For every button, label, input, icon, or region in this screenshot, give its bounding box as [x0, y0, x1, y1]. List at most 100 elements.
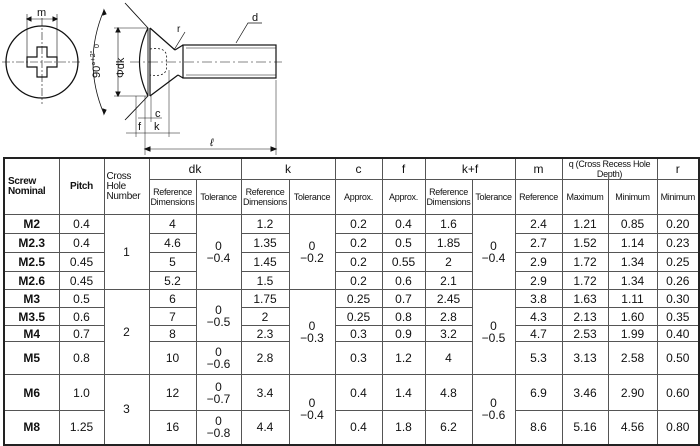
r-minimum: 0.35 — [656, 307, 700, 326]
pitch: 0.8 — [58, 341, 105, 375]
q-maximum: 1.72 — [561, 252, 609, 272]
header-m: m — [514, 157, 563, 180]
tolerance-upper: 0 — [308, 319, 316, 333]
tolerance-lower: −0.3 — [300, 331, 324, 345]
kf-reference: 2.1 — [424, 271, 473, 290]
q-maximum: 1.72 — [561, 271, 609, 290]
r-minimum: 0.40 — [656, 325, 700, 342]
table-row: M5 0.8 10 0 −0.6 2.8 0.3 1.2 4 5.3 3.13 2.58 0.50 — [3, 341, 700, 375]
header-row-1: Screw Nominal Pitch Cross Hole Number dk… — [3, 157, 700, 215]
dk-reference: 5 — [148, 252, 197, 272]
screw-nominal: M2.3 — [3, 233, 60, 253]
tolerance-lower: −0.8 — [206, 426, 231, 441]
m-reference: 2.9 — [514, 252, 563, 272]
dk-reference: 12 — [148, 374, 197, 411]
c-approx: 0.2 — [334, 214, 383, 234]
cross-hole-number: 3 — [103, 374, 150, 445]
m-reference: 6.9 — [514, 374, 563, 411]
screw-nominal: M2 — [3, 214, 60, 234]
cross-hole-number: 1 — [103, 214, 150, 290]
f-approx: 0.6 — [381, 271, 426, 290]
pitch: 0.7 — [58, 325, 105, 342]
k-reference: 1.35 — [240, 233, 290, 253]
f-approx: 1.8 — [381, 410, 426, 445]
tolerance-upper: 0 — [215, 239, 222, 253]
top-view: m — [2, 7, 82, 104]
tolerance-lower: −0.4 — [300, 408, 324, 423]
kf-reference: 2.8 — [424, 307, 473, 326]
header-pitch: Pitch — [58, 157, 105, 215]
q-minimum: 1.14 — [607, 233, 658, 253]
pitch: 0.4 — [58, 233, 105, 253]
tolerance-lower: −0.6 — [481, 408, 506, 423]
table-row: M2 0.4 1 4 0 −0.4 1.2 0 −0.2 0.2 0.4 1.6 0 −0.4 2.4 1.2… — [3, 214, 700, 290]
q-maximum: 3.46 — [561, 374, 609, 411]
c-approx: 0.3 — [334, 341, 383, 375]
q-minimum: 1.34 — [607, 271, 658, 290]
f-approx: 0.9 — [381, 325, 426, 342]
screw-nominal: M3.5 — [3, 307, 60, 326]
header-q-min: Minimum — [607, 179, 658, 215]
tolerance-upper: 0 — [215, 414, 222, 429]
k-tolerance: 0 −0.3 — [288, 289, 336, 375]
tolerance-lower: −0.6 — [206, 357, 231, 371]
header-f-approx: Approx. — [381, 179, 426, 215]
f-approx: 0.5 — [381, 233, 426, 253]
dimension-table: Screw Nominal Pitch Cross Hole Number dk… — [3, 157, 700, 446]
k-reference: 1.5 — [240, 271, 290, 290]
m-reference: 5.3 — [514, 341, 563, 375]
f-approx: 0.55 — [381, 252, 426, 272]
header-q: q (Cross Recess Hole Depth) — [561, 157, 658, 180]
f-approx: 1.2 — [381, 341, 426, 375]
k-reference: 1.2 — [240, 214, 290, 234]
q-maximum: 1.21 — [561, 214, 609, 234]
kf-reference: 2.45 — [424, 289, 473, 308]
r-minimum: 0.50 — [656, 341, 700, 375]
r-minimum: 0.60 — [656, 374, 700, 411]
tolerance-lower: −0.7 — [206, 391, 231, 406]
c-approx: 0.2 — [334, 233, 383, 253]
r-minimum: 0.20 — [656, 214, 700, 234]
pitch: 1.25 — [58, 410, 105, 445]
m-reference: 2.9 — [514, 271, 563, 290]
pitch: 0.4 — [58, 214, 105, 234]
c-approx: 0.3 — [334, 325, 383, 342]
tolerance-lower: −0.5 — [481, 331, 506, 345]
table-row: M8 1.25 16 0 −0.8 4.4 0.4 1.8 6.2 8.6 5.16 4.56 0.80 — [3, 410, 700, 445]
k-reference: 1.45 — [240, 252, 290, 272]
pitch: 0.45 — [58, 252, 105, 272]
angle-tol-lower: 0 — [94, 44, 101, 48]
header-dk-ref: Reference Dimensions — [148, 179, 197, 215]
kf-reference: 3.2 — [424, 325, 473, 342]
header-screw-nominal: Screw Nominal — [3, 157, 60, 215]
header-k-ref: Reference Dimensions — [240, 179, 290, 215]
dk-reference: 5.2 — [148, 271, 197, 290]
tolerance-upper: 0 — [215, 302, 222, 317]
angle-label: 90°+2° — [89, 50, 103, 78]
table-row: M3 0.5 2 6 0 −0.5 1.75 0 −0.3 0.25 0.7 2.45 0 −0.5 3.8… — [3, 289, 700, 375]
f-approx: 1.4 — [381, 374, 426, 411]
c-label: c — [155, 108, 161, 120]
screw-nominal: M2.6 — [3, 271, 60, 290]
dk-reference: 7 — [148, 307, 197, 326]
cross-hole-number: 2 — [103, 289, 150, 375]
r-label: r — [177, 24, 181, 35]
l-label: ℓ — [209, 137, 214, 149]
dk-reference: 10 — [148, 341, 197, 375]
dk-tolerance: 0 −0.6 — [195, 341, 242, 375]
table-row: M2.6 0.45 5.2 1.5 0.2 0.6 2.1 2.9 1.72 1.34 0.26 — [3, 271, 700, 290]
header-m-ref: Reference — [514, 179, 563, 215]
tolerance-upper: 0 — [490, 239, 497, 253]
f-label: f — [138, 121, 142, 133]
dk-tolerance: 0 −0.7 — [195, 374, 242, 411]
r-minimum: 0.25 — [656, 252, 700, 272]
q-minimum: 1.34 — [607, 252, 658, 272]
q-minimum: 1.60 — [607, 307, 658, 326]
pitch: 1.0 — [58, 374, 105, 411]
header-kf: k+f — [424, 157, 516, 180]
kf-reference: 4 — [424, 341, 473, 375]
q-maximum: 1.63 — [561, 289, 609, 308]
q-minimum: 2.90 — [607, 374, 658, 411]
m-label: m — [37, 7, 46, 19]
screw-nominal: M5 — [3, 341, 60, 375]
